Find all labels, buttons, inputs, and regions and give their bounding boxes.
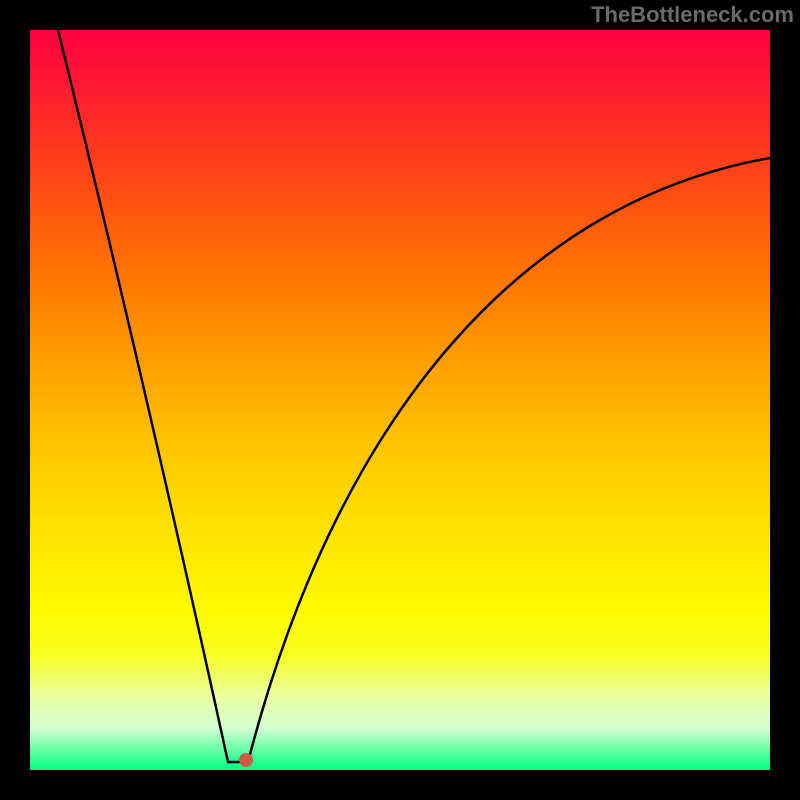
chart-frame: TheBottleneck.com xyxy=(0,0,800,800)
plot-area xyxy=(30,30,770,770)
watermark-text: TheBottleneck.com xyxy=(591,2,794,28)
vertex-marker xyxy=(239,753,253,767)
